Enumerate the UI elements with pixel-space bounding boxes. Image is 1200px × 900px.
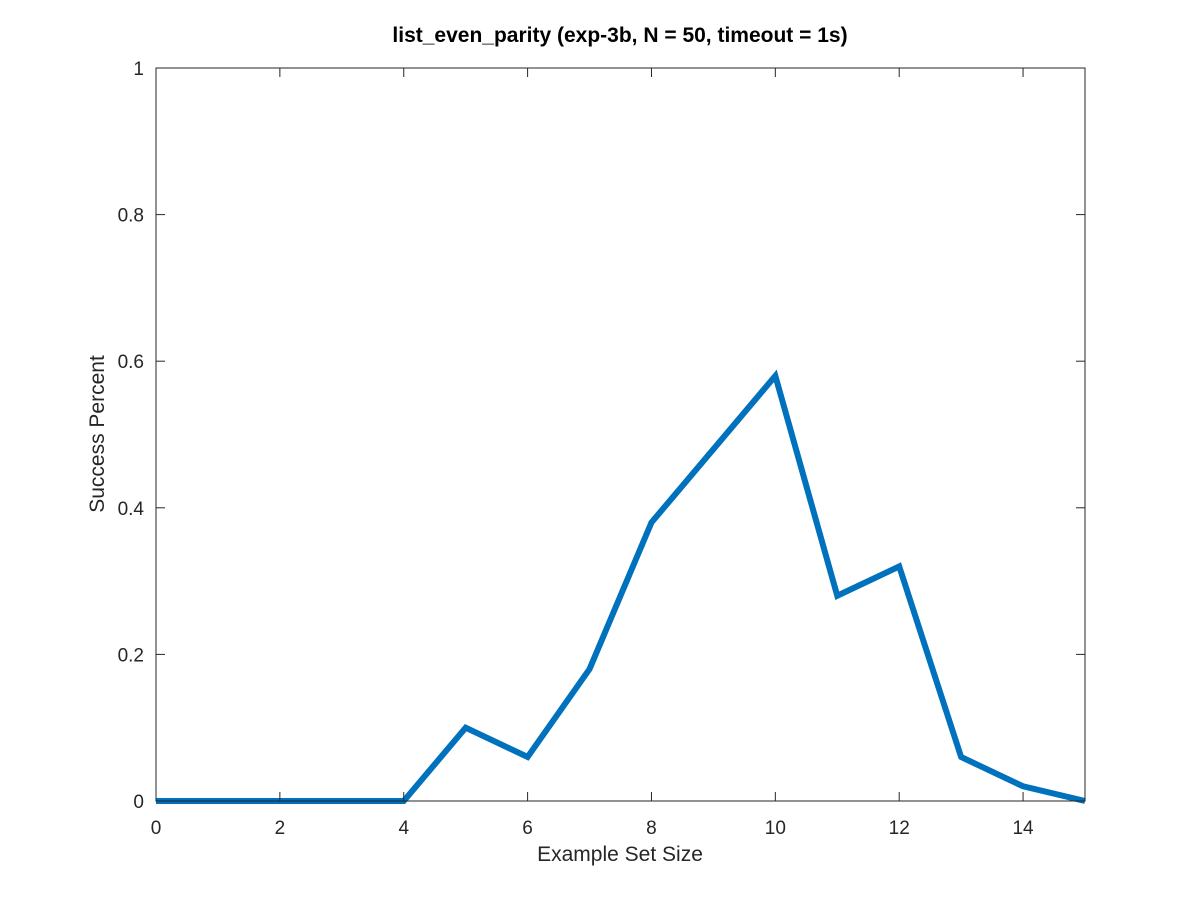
x-axis-title: Example Set Size bbox=[537, 843, 703, 866]
axes-layer: 0 2 4 6 8 10 12 14 0 0.2 0.4 0.6 0.8 1 bbox=[118, 59, 1086, 839]
plot-area bbox=[156, 68, 1085, 801]
x-tick-label: 10 bbox=[765, 818, 786, 839]
y-tick-label: 0.2 bbox=[118, 645, 144, 666]
y-tick-label: 1 bbox=[133, 59, 144, 80]
plot-background bbox=[156, 68, 1085, 801]
y-tick-label: 0.8 bbox=[118, 206, 144, 227]
x-tick-label: 14 bbox=[1012, 818, 1034, 839]
x-tick-label: 6 bbox=[522, 818, 533, 839]
chart-title: list_even_parity (exp-3b, N = 50, timeou… bbox=[392, 24, 847, 47]
axes-box bbox=[155, 67, 1086, 802]
x-tick-label: 2 bbox=[275, 818, 286, 839]
x-tick-label: 0 bbox=[151, 818, 162, 839]
x-tick-label: 4 bbox=[398, 818, 409, 839]
y-tick-label: 0 bbox=[133, 792, 144, 813]
x-tick-label: 12 bbox=[889, 818, 910, 839]
x-tick-label: 8 bbox=[646, 818, 657, 839]
y-axis-title: Success Percent bbox=[86, 355, 109, 513]
y-tick-label: 0.4 bbox=[118, 499, 145, 520]
y-tick-label: 0.6 bbox=[118, 352, 144, 373]
